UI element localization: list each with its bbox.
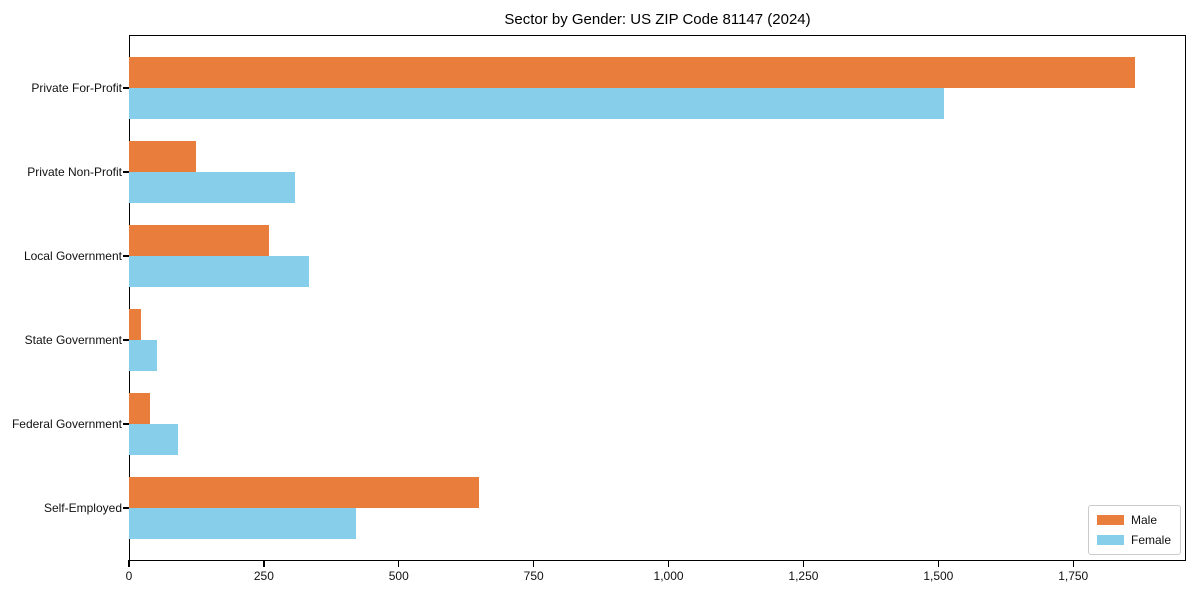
bar-female-self-employed (129, 508, 356, 539)
bar-male-state-government (129, 309, 142, 340)
bar-male-private-non-profit (129, 141, 196, 172)
y-tick-mark (123, 255, 129, 257)
y-axis-label-state-government: State Government (24, 333, 122, 347)
legend-item-female: Female (1097, 533, 1172, 547)
x-axis-tick-label: 0 (125, 569, 133, 583)
y-axis-label-private-non-profit: Private Non-Profit (27, 165, 122, 179)
bar-male-private-for-profit (129, 57, 1136, 88)
y-tick-mark (123, 507, 129, 509)
plot-area (129, 35, 1186, 561)
y-axis-label-private-for-profit: Private For-Profit (31, 81, 122, 95)
x-axis-tick-label: 1,750 (1058, 569, 1089, 583)
legend-label-female: Female (1131, 533, 1172, 547)
legend-item-male: Male (1097, 513, 1172, 527)
bar-male-federal-government (129, 393, 151, 424)
x-tick-mark (128, 560, 130, 567)
x-tick-mark (263, 560, 265, 567)
x-tick-mark (937, 560, 940, 567)
y-axis-label-federal-government: Federal Government (11, 417, 122, 431)
bar-female-local-government (129, 256, 309, 287)
chart-title: Sector by Gender: US ZIP Code 81147 (202… (504, 11, 811, 28)
x-axis-tick-label: 1,500 (923, 569, 954, 583)
female-color-swatch (1097, 535, 1124, 545)
y-tick-mark (123, 87, 129, 89)
y-axis-label-self-employed: Self-Employed (43, 501, 122, 515)
legend: Male Female (1088, 505, 1181, 555)
y-axis-label-local-government: Local Government (23, 249, 122, 263)
bar-female-private-for-profit (129, 88, 944, 119)
y-tick-mark (123, 171, 129, 173)
legend-label-male: Male (1131, 513, 1158, 527)
y-tick-mark (123, 339, 129, 341)
x-tick-mark (398, 560, 400, 567)
x-axis-tick-label: 1,000 (653, 569, 684, 583)
y-tick-mark (123, 423, 129, 425)
x-axis-tick-label: 750 (523, 569, 544, 583)
x-tick-mark (667, 560, 670, 567)
bar-female-federal-government (129, 424, 179, 455)
x-axis-tick-label: 250 (253, 569, 274, 583)
bar-female-private-non-profit (129, 172, 295, 203)
male-color-swatch (1097, 515, 1124, 525)
bar-female-state-government (129, 340, 158, 371)
bar-male-local-government (129, 225, 270, 256)
x-tick-mark (1072, 560, 1074, 567)
x-axis-tick-label: 500 (388, 569, 409, 583)
x-tick-mark (802, 560, 805, 567)
x-tick-mark (532, 560, 535, 567)
bar-male-self-employed (129, 477, 479, 508)
x-axis-tick-label: 1,250 (788, 569, 819, 583)
